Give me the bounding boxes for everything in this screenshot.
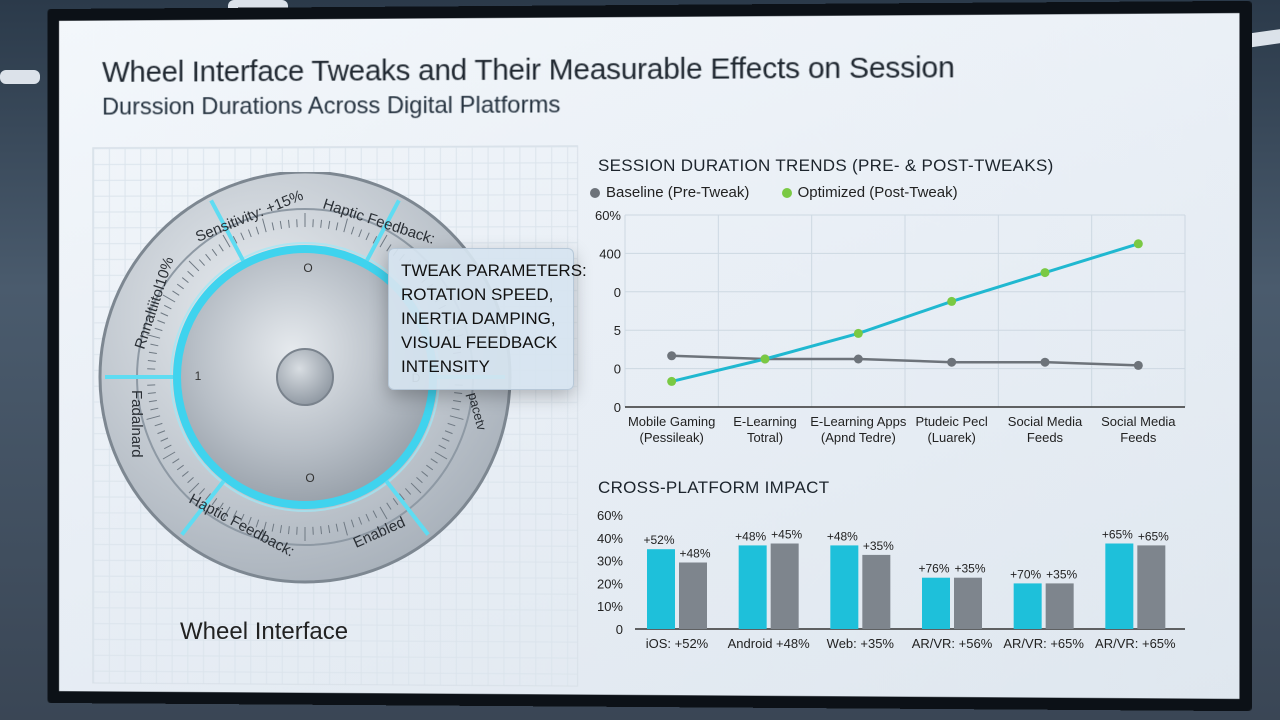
bar-category-label: AR/VR: +56%	[912, 636, 993, 651]
x-tick-label: Social Media	[1101, 414, 1176, 429]
wheel-caption: Wheel Interface	[180, 618, 348, 646]
legend-optimized-dot	[782, 188, 792, 198]
x-tick-label: (Luarek)	[927, 430, 975, 445]
page-subtitle: Durssion Durations Across Digital Platfo…	[102, 91, 560, 121]
page-title: Wheel Interface Tweaks and Their Measura…	[102, 51, 955, 90]
bar-value-label: +76%	[918, 562, 949, 576]
tooltip-line: Tweak Parameters:	[401, 259, 561, 283]
bar-y-tick-label: 60%	[597, 508, 623, 523]
baseline-point	[854, 355, 863, 364]
ceiling-light	[0, 70, 40, 84]
bar-post-tweak	[647, 549, 675, 629]
bar-baseline	[1046, 583, 1074, 629]
baseline-point	[1041, 358, 1050, 367]
legend-item-baseline: Baseline (Pre-Tweak)	[590, 184, 749, 201]
bar-chart-title: CROSS-PLATFORM IMPACT	[598, 478, 829, 498]
y-tick-label: 5	[614, 323, 621, 338]
legend-item-optimized: Optimized (Post-Tweak)	[782, 184, 958, 201]
wheel-mark-left: 1	[195, 369, 202, 383]
x-tick-label: Feeds	[1120, 430, 1157, 445]
baseline-point	[667, 351, 676, 360]
bar-post-tweak	[1014, 583, 1042, 629]
bar-y-tick-label: 20%	[597, 576, 623, 591]
bar-category-label: Web: +35%	[827, 636, 895, 651]
x-tick-label: (Pessileak)	[640, 430, 704, 445]
bar-value-label: +48%	[827, 529, 858, 543]
bar-value-label: +35%	[863, 539, 894, 553]
optimized-point	[854, 329, 863, 338]
tooltip-line: Rotation Speed,	[401, 283, 561, 307]
bar-value-label: +45%	[771, 528, 802, 542]
bar-value-label: +48%	[735, 529, 766, 543]
y-tick-label: 0	[614, 362, 621, 377]
bar-value-label: +65%	[1102, 528, 1133, 542]
bar-value-label: +65%	[1138, 529, 1169, 543]
wheel-mark-bottom: O	[305, 471, 314, 485]
x-tick-label: Ptudeic Pecl	[916, 414, 988, 429]
bar-value-label: +35%	[1046, 567, 1077, 581]
y-tick-label: 60%	[595, 208, 621, 223]
bar-value-label: +48%	[679, 547, 710, 561]
bar-category-label: Android +48%	[728, 636, 810, 651]
tooltip-line: Intensity	[401, 355, 561, 379]
ring-label-feedback: Fadalnard	[128, 390, 145, 458]
bar-baseline	[1137, 545, 1165, 629]
wheel-mark-top: O	[303, 261, 312, 275]
bar-category-label: AR/VR: +65%	[1095, 636, 1176, 651]
optimized-point	[1041, 268, 1050, 277]
bar-value-label: +52%	[643, 533, 674, 547]
optimized-point	[667, 377, 676, 386]
bar-baseline	[771, 544, 799, 630]
bar-value-label: +35%	[954, 562, 985, 576]
trend-chart-title: SESSION DURATION TRENDS (PRE- & POST-TWE…	[598, 156, 1054, 176]
legend-baseline-dot	[590, 188, 600, 198]
tooltip-line: Inertia Damping,	[401, 307, 561, 331]
bar-post-tweak	[830, 545, 858, 629]
bar-category-label: AR/VR: +65%	[1003, 636, 1084, 651]
x-tick-label: Feeds	[1027, 430, 1064, 445]
bar-value-label: +70%	[1010, 567, 1041, 581]
bar-post-tweak	[739, 545, 767, 629]
bar-post-tweak	[922, 578, 950, 629]
y-tick-label: 0	[614, 400, 621, 415]
bar-category-label: iOS: +52%	[646, 636, 709, 651]
y-tick-label: 400	[599, 246, 621, 261]
wheel-hub[interactable]	[277, 349, 333, 405]
optimized-point	[761, 355, 770, 364]
x-tick-label: (Apnd Tedre)	[821, 430, 896, 445]
x-tick-label: E-Learning Apps	[810, 414, 907, 429]
bar-y-tick-label: 30%	[597, 554, 623, 569]
baseline-point	[1134, 361, 1143, 370]
tooltip-line: Visual Feedback	[401, 331, 561, 355]
bar-y-tick-label: 0	[616, 622, 623, 637]
bar-baseline	[954, 578, 982, 629]
optimized-point	[1134, 239, 1143, 248]
x-tick-label: Mobile Gaming	[628, 414, 715, 429]
x-tick-label: Totral)	[747, 430, 783, 445]
cross-platform-bar-chart: 0 10% 20% 30% 40% 60% +52% +48% iOS: +52% +48% +45…	[540, 505, 1200, 655]
y-tick-label: 0	[614, 285, 621, 300]
optimized-point	[947, 297, 956, 306]
x-tick-label: Social Media	[1008, 414, 1083, 429]
trend-legend: Baseline (Pre-Tweak) Optimized (Post-Twe…	[590, 184, 986, 201]
trend-line-chart: 60% 400 0 5 0 0 Mobile Gaming(Pessileak) E-Lear…	[540, 205, 1200, 465]
x-tick-label: E-Learning	[733, 414, 797, 429]
bar-baseline	[679, 563, 707, 630]
bar-y-tick-label: 40%	[597, 531, 623, 546]
bar-y-tick-label: 10%	[597, 599, 623, 614]
bar-post-tweak	[1105, 544, 1133, 630]
baseline-point	[947, 358, 956, 367]
bar-baseline	[862, 555, 890, 629]
